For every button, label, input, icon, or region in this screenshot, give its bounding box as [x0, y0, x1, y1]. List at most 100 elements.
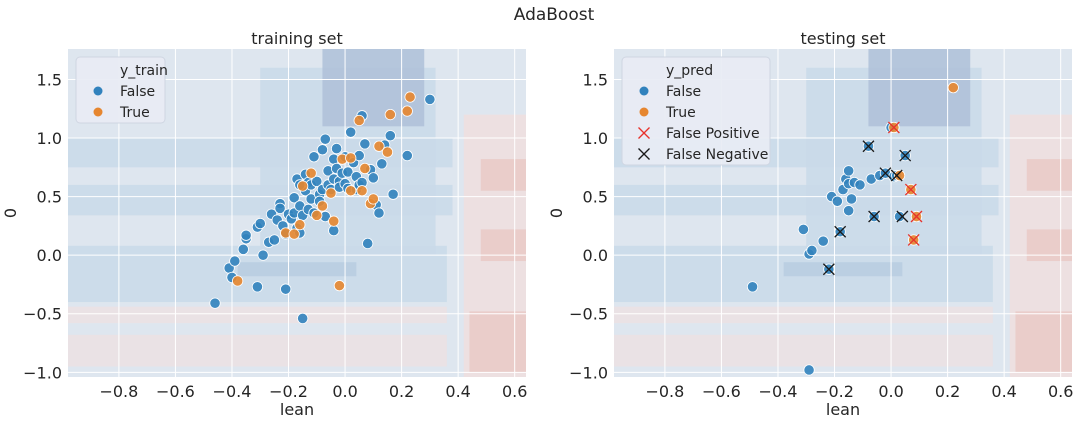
point-true: [294, 219, 306, 231]
point-false: [308, 151, 320, 163]
point-false: [387, 188, 399, 200]
y-tick-label: −0.5: [23, 305, 62, 324]
point-false: [401, 150, 413, 162]
point-false-negative-marker: [862, 140, 875, 153]
legend-title: y_pred: [666, 63, 713, 79]
point-true: [288, 228, 300, 240]
point-false: [362, 237, 374, 250]
x-tick-label: 0.0: [878, 382, 903, 401]
y-tick-label: 1.5: [583, 70, 608, 89]
point-true: [359, 162, 371, 175]
point-false-negative-marker: [868, 210, 881, 223]
point-true: [311, 209, 323, 221]
scatter-points: [746, 82, 959, 376]
point-true: [893, 169, 906, 182]
legend-x-marker-icon: [638, 127, 650, 139]
point-false: [229, 255, 241, 267]
y-tick-label: 0.5: [37, 188, 62, 207]
point-true: [373, 140, 385, 152]
x-tick-label: 0.4: [445, 382, 470, 401]
decision-region: [1026, 229, 1072, 262]
legend-dot-marker-icon: [93, 86, 103, 96]
point-true: [325, 187, 337, 199]
point-false: [316, 144, 329, 156]
legend-label: False Positive: [666, 126, 760, 142]
x-tick-label: −0.6: [156, 382, 195, 401]
y-tick-label: 0.5: [583, 188, 608, 207]
point-false: [257, 249, 269, 261]
point-false: [803, 364, 815, 376]
x-tick-label: −0.6: [702, 382, 741, 401]
legend-x-marker-icon: [638, 148, 650, 160]
legend-label: False: [666, 84, 701, 100]
point-false: [746, 281, 759, 293]
x-axis-label: lean: [280, 400, 314, 419]
point-false: [367, 172, 379, 184]
y-axis-label: 0: [547, 208, 566, 218]
decision-region: [1026, 159, 1072, 191]
legend: y_pred False True False Positive False Negat…: [621, 56, 771, 166]
point-false-positive-marker: [907, 233, 920, 246]
decision-region: [614, 306, 993, 324]
point-false: [251, 281, 264, 293]
x-tick-label: −0.2: [815, 382, 854, 401]
point-false: [280, 283, 292, 295]
point-true: [305, 167, 317, 179]
point-false-negative-marker: [879, 167, 892, 180]
point-false-negative-marker: [890, 169, 903, 182]
panel-title: testing set: [800, 29, 885, 48]
point-true: [333, 280, 346, 292]
y-tick-label: 1.0: [37, 129, 62, 148]
point-true: [353, 114, 365, 127]
point-false: [854, 179, 866, 191]
point-false: [288, 192, 300, 204]
point-false: [831, 195, 843, 207]
point-false: [297, 312, 309, 325]
decision-region: [237, 262, 357, 277]
point-false-positive-marker: [904, 183, 917, 196]
point-false-negative-marker: [834, 225, 847, 238]
legend-dot-marker-icon: [639, 86, 649, 96]
point-true: [345, 185, 357, 197]
legend-title: y_train: [120, 63, 168, 79]
x-tick-label: −0.8: [99, 382, 138, 401]
point-true: [316, 200, 329, 212]
scatter-points: [209, 91, 436, 325]
point-false: [373, 207, 385, 219]
point-false: [319, 133, 331, 145]
point-false: [817, 235, 829, 247]
decision-region: [480, 159, 526, 191]
y-tick-label: −1.0: [23, 363, 62, 382]
decision-region: [68, 334, 447, 367]
point-false-positive-marker: [910, 210, 923, 223]
point-true: [381, 146, 394, 158]
training-set-panel: −0.8 −0.6 −0.4 −0.2 0.0 0.2 0.4 0.6 −1.0 −0.5 0.0 0…: [1, 29, 527, 419]
point-false: [311, 175, 323, 187]
x-tick-label: 0.6: [1048, 382, 1073, 401]
point-true: [947, 82, 959, 94]
y-tick-label: 0.0: [37, 246, 62, 265]
x-tick-label: 0.2: [935, 382, 960, 401]
point-false-negative-marker: [822, 263, 835, 276]
testing-set-panel: −0.8 −0.6 −0.4 −0.2 0.0 0.2 0.4 0.6 −1.0 −0.5 0.0 0…: [547, 29, 1073, 419]
point-false: [209, 297, 221, 309]
point-false: [893, 210, 906, 223]
legend-box: [75, 56, 166, 124]
point-true: [345, 152, 357, 164]
point-true: [401, 105, 413, 117]
legend-label: True: [665, 105, 696, 121]
point-true: [384, 109, 396, 121]
y-tick-label: −0.5: [569, 305, 608, 324]
y-tick-label: 1.0: [583, 129, 608, 148]
point-false: [384, 130, 396, 142]
decision-region: [480, 229, 526, 262]
x-tick-label: −0.2: [269, 382, 308, 401]
point-false: [342, 166, 354, 178]
x-axis-label: lean: [826, 400, 860, 419]
x-tick-label: −0.8: [645, 382, 684, 401]
legend-box: [621, 56, 771, 166]
point-false-negative-marker: [899, 149, 912, 162]
point-false: [328, 224, 340, 237]
decision-region: [1015, 311, 1072, 373]
